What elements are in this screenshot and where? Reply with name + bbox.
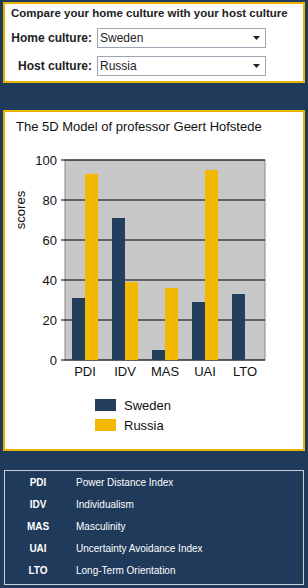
y-tick-label: 60 xyxy=(43,233,57,248)
y-tick-label: 80 xyxy=(43,193,57,208)
y-axis-label: scores xyxy=(13,190,28,229)
x-tick-label: PDI xyxy=(74,364,96,379)
y-tick-label: 0 xyxy=(50,353,57,368)
select-box[interactable]: Sweden xyxy=(98,29,266,48)
tick-mark xyxy=(61,160,65,161)
tick-mark xyxy=(61,200,65,201)
select-arrow xyxy=(253,36,260,40)
tick-mark xyxy=(61,280,65,281)
bar xyxy=(112,218,125,360)
glossary-abbr: LTO xyxy=(28,565,47,576)
page: Compare your home culture with your host… xyxy=(0,0,308,588)
x-tick-label: LTO xyxy=(233,364,257,379)
tick-mark xyxy=(61,320,65,321)
glossary-term: Masculinity xyxy=(76,521,125,532)
tick-mark xyxy=(61,240,65,241)
y-tick-label: 20 xyxy=(43,313,57,328)
x-tick-label: MAS xyxy=(151,364,180,379)
bar xyxy=(205,170,218,360)
x-tick-label: IDV xyxy=(114,364,136,379)
bar xyxy=(165,288,178,360)
glossary-term: Long-Term Orientation xyxy=(76,565,176,576)
bars xyxy=(72,170,245,360)
legend-swatch xyxy=(95,399,116,411)
bar xyxy=(72,298,85,360)
legend-label: Russia xyxy=(124,418,165,433)
header-panel xyxy=(4,3,304,82)
select-value: Sweden xyxy=(100,31,143,45)
select-frame xyxy=(98,29,266,48)
field-label: Host culture: xyxy=(18,59,92,73)
legend-swatch xyxy=(95,419,116,431)
select-box[interactable]: Russia xyxy=(98,57,266,76)
glossary-abbr: UAI xyxy=(29,543,46,554)
glossary-abbr: MAS xyxy=(27,521,50,532)
select-value: Russia xyxy=(100,59,137,73)
plot-area xyxy=(65,160,265,360)
glossary-abbr: IDV xyxy=(30,499,47,510)
glossary-term: Individualism xyxy=(76,499,134,510)
grid-line xyxy=(65,160,265,161)
glossary-term: Uncertainty Avoidance Index xyxy=(76,543,203,554)
bar xyxy=(85,174,98,360)
glossary-panel xyxy=(5,471,304,585)
bar xyxy=(192,302,205,360)
y-tick-label: 40 xyxy=(43,273,57,288)
chart-panel xyxy=(4,111,304,450)
legend-label: Sweden xyxy=(124,398,171,413)
tick-mark xyxy=(61,360,65,361)
field-label: Home culture: xyxy=(11,31,92,45)
x-tick-label: UAI xyxy=(194,364,216,379)
bar xyxy=(152,350,165,360)
glossary-abbr: PDI xyxy=(30,477,47,488)
y-tick-label: 100 xyxy=(35,153,57,168)
bar xyxy=(125,282,138,360)
select-frame xyxy=(98,57,266,76)
bar xyxy=(232,294,245,360)
chart-title: The 5D Model of professor Geert Hofstede xyxy=(16,119,262,134)
glossary-term: Power Distance Index xyxy=(76,477,173,488)
header-title: Compare your home culture with your host… xyxy=(11,7,288,19)
select-arrow xyxy=(253,64,260,68)
